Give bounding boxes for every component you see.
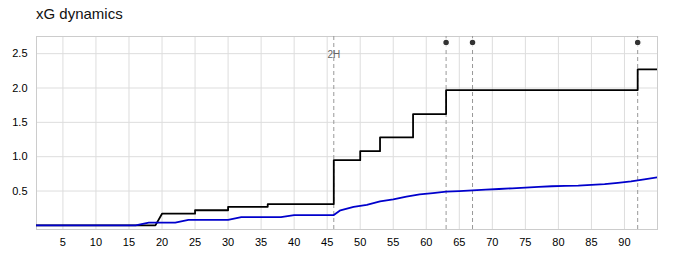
- svg-text:5: 5: [60, 236, 66, 248]
- svg-text:20: 20: [156, 236, 168, 248]
- svg-text:55: 55: [387, 236, 399, 248]
- svg-text:60: 60: [420, 236, 432, 248]
- svg-text:2.5: 2.5: [12, 47, 27, 59]
- svg-text:0.5: 0.5: [12, 185, 27, 197]
- svg-text:75: 75: [519, 236, 531, 248]
- svg-text:30: 30: [222, 236, 234, 248]
- svg-text:50: 50: [354, 236, 366, 248]
- svg-text:2H: 2H: [327, 49, 340, 60]
- html-text:xG dynamics: xG dynamics: [36, 5, 123, 22]
- svg-text:10: 10: [90, 236, 102, 248]
- svg-text:2.0: 2.0: [12, 82, 27, 94]
- svg-text:25: 25: [189, 236, 201, 248]
- svg-text:85: 85: [585, 236, 597, 248]
- svg-text:80: 80: [552, 236, 564, 248]
- svg-text:15: 15: [123, 236, 135, 248]
- svg-text:90: 90: [618, 236, 630, 248]
- svg-text:70: 70: [486, 236, 498, 248]
- svg-text:35: 35: [255, 236, 267, 248]
- svg-text:40: 40: [288, 236, 300, 248]
- svg-text:1.0: 1.0: [12, 150, 27, 162]
- svg-text:45: 45: [321, 236, 333, 248]
- svg-text:65: 65: [453, 236, 465, 248]
- svg-text:1.5: 1.5: [12, 116, 27, 128]
